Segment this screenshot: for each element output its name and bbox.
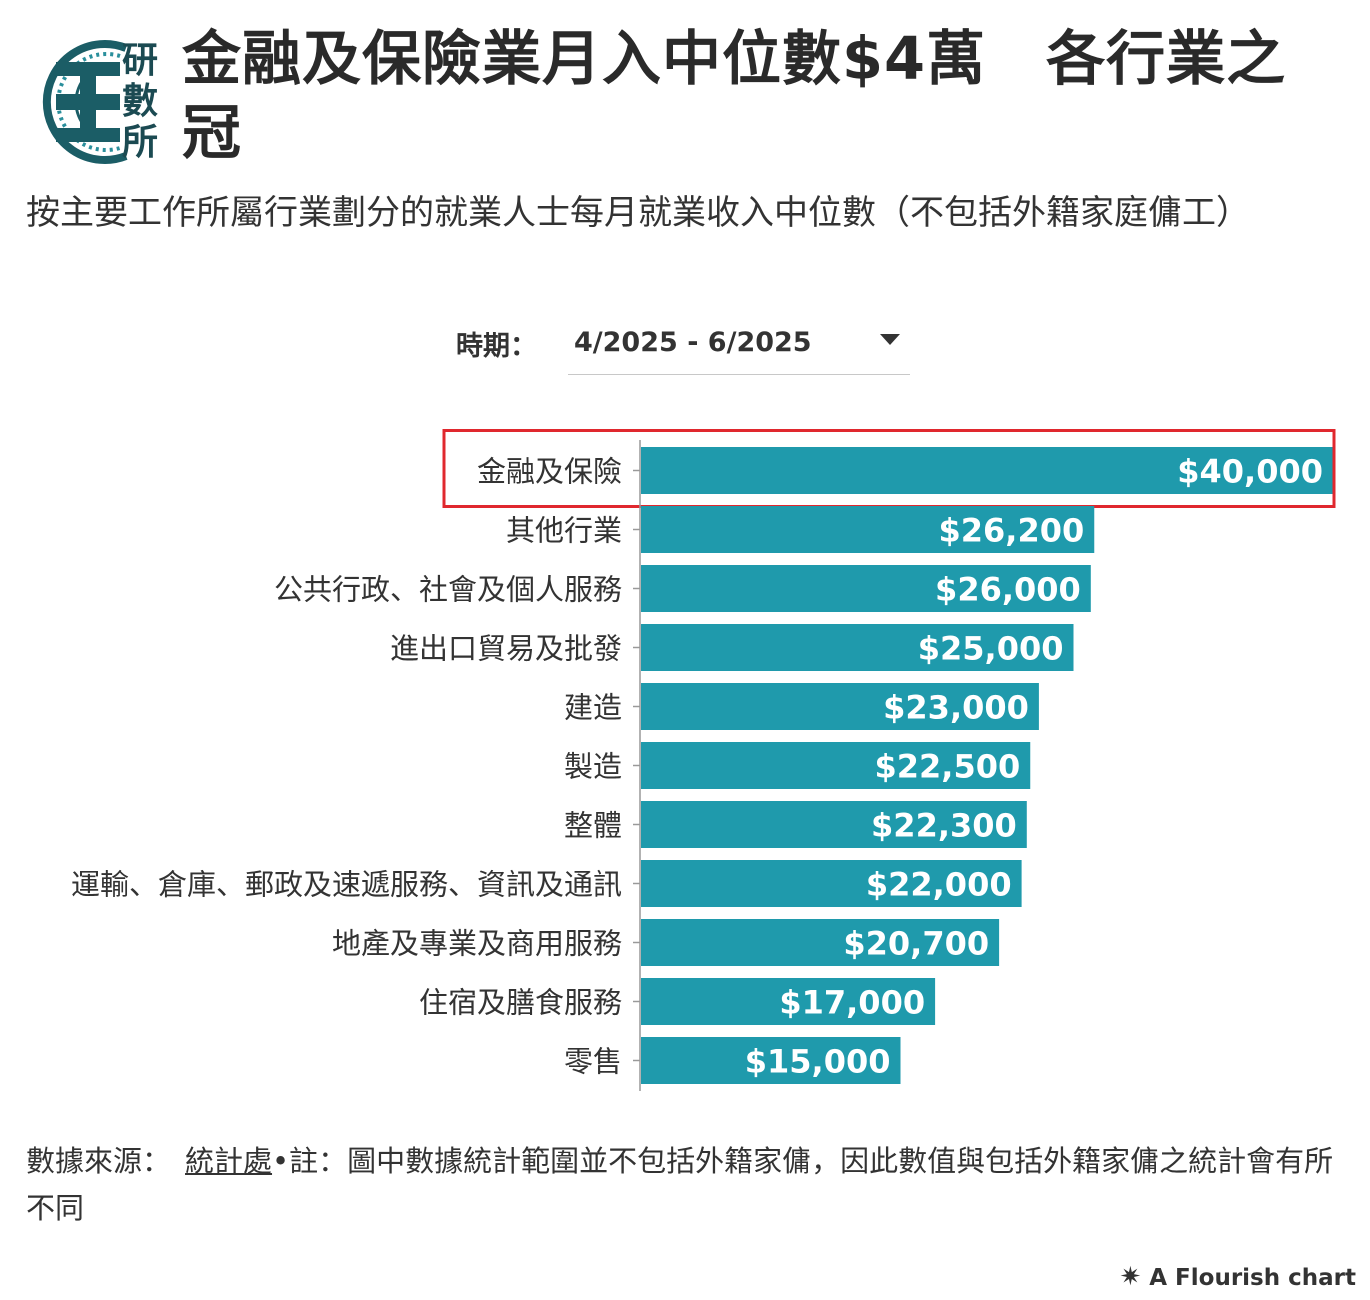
logo-char: 所 (122, 122, 159, 163)
logo-icon (42, 40, 128, 164)
value-label: $22,000 (866, 866, 1012, 904)
bar[interactable] (641, 565, 1091, 612)
note-text: •註：圖中數據統計範圍並不包括外籍家傭，因此數值與包括外籍家傭之統計會有所不同 (26, 1144, 1334, 1225)
flourish-star-icon: ✷ (1119, 1262, 1142, 1292)
caret-down-icon[interactable] (880, 334, 900, 345)
category-label: 住宿及膳食服務 (419, 986, 622, 1020)
bar-chart: 金融及保險 $40,000 其他行業 $26,200 公共行政、社會及個人服務 $26,0… (71, 429, 1336, 1091)
chart-subtitle: 按主要工作所屬行業劃分的就業人士每月就業收入中位數（不包括外籍家庭傭工） (26, 193, 1250, 233)
chart-title: 金融及保險業月入中位數$4萬 各行業之冠 (182, 22, 1342, 170)
category-label: 建造 (564, 691, 622, 725)
chart-title-part2: 各行業之冠 (182, 24, 1287, 167)
value-label: $15,000 (745, 1043, 891, 1081)
bar[interactable] (641, 1037, 901, 1084)
category-label: 整體 (564, 809, 622, 843)
bar[interactable] (641, 506, 1095, 553)
category-label: 進出口貿易及批發 (390, 632, 622, 666)
category-label: 其他行業 (506, 514, 622, 548)
value-label: $23,000 (883, 689, 1029, 727)
logo-text: 研 數 所 (122, 40, 166, 163)
source-label: 數據來源： (26, 1144, 172, 1178)
value-label: $25,000 (918, 630, 1064, 668)
chart-title-part1: 金融及保險業月入中位數$4萬 (182, 24, 987, 93)
logo-char: 數 (122, 81, 159, 122)
bar[interactable] (641, 860, 1022, 907)
flourish-credit-text: A Flourish chart (1149, 1265, 1356, 1291)
category-label: 製造 (564, 750, 622, 784)
period-filter-label: 時期： (456, 331, 537, 362)
value-label: $26,000 (935, 571, 1081, 609)
period-dropdown-value: 4/2025 - 6/2025 (574, 327, 812, 358)
value-label: $40,000 (1177, 453, 1323, 491)
flourish-credit[interactable]: ✷ A Flourish chart (1119, 1262, 1356, 1292)
bar[interactable] (641, 742, 1031, 789)
category-label: 運輸、倉庫、郵政及速遞服務、資訊及通訊 (71, 868, 622, 902)
source-link[interactable]: 統計處 (185, 1144, 273, 1178)
category-label: 零售 (564, 1045, 622, 1079)
bar[interactable] (641, 919, 1000, 966)
bar[interactable] (641, 978, 936, 1025)
value-label: $20,700 (843, 925, 989, 963)
value-label: $22,500 (875, 748, 1021, 786)
bar[interactable] (641, 801, 1027, 848)
value-label: $22,300 (871, 807, 1017, 845)
value-label: $17,000 (779, 984, 925, 1022)
bar[interactable] (641, 624, 1074, 671)
category-label: 地產及專業及商用服務 (332, 927, 622, 961)
category-label: 公共行政、社會及個人服務 (274, 573, 622, 607)
period-dropdown[interactable]: 4/2025 - 6/2025 (568, 320, 910, 375)
bar[interactable] (641, 447, 1333, 494)
bar[interactable] (641, 683, 1039, 730)
footer-note: 數據來源： 統計處•註：圖中數據統計範圍並不包括外籍家傭，因此數值與包括外籍家傭之… (26, 1138, 1346, 1232)
logo-char: 研 (122, 40, 159, 81)
value-label: $26,200 (939, 512, 1085, 550)
category-label: 金融及保險 (477, 455, 622, 489)
